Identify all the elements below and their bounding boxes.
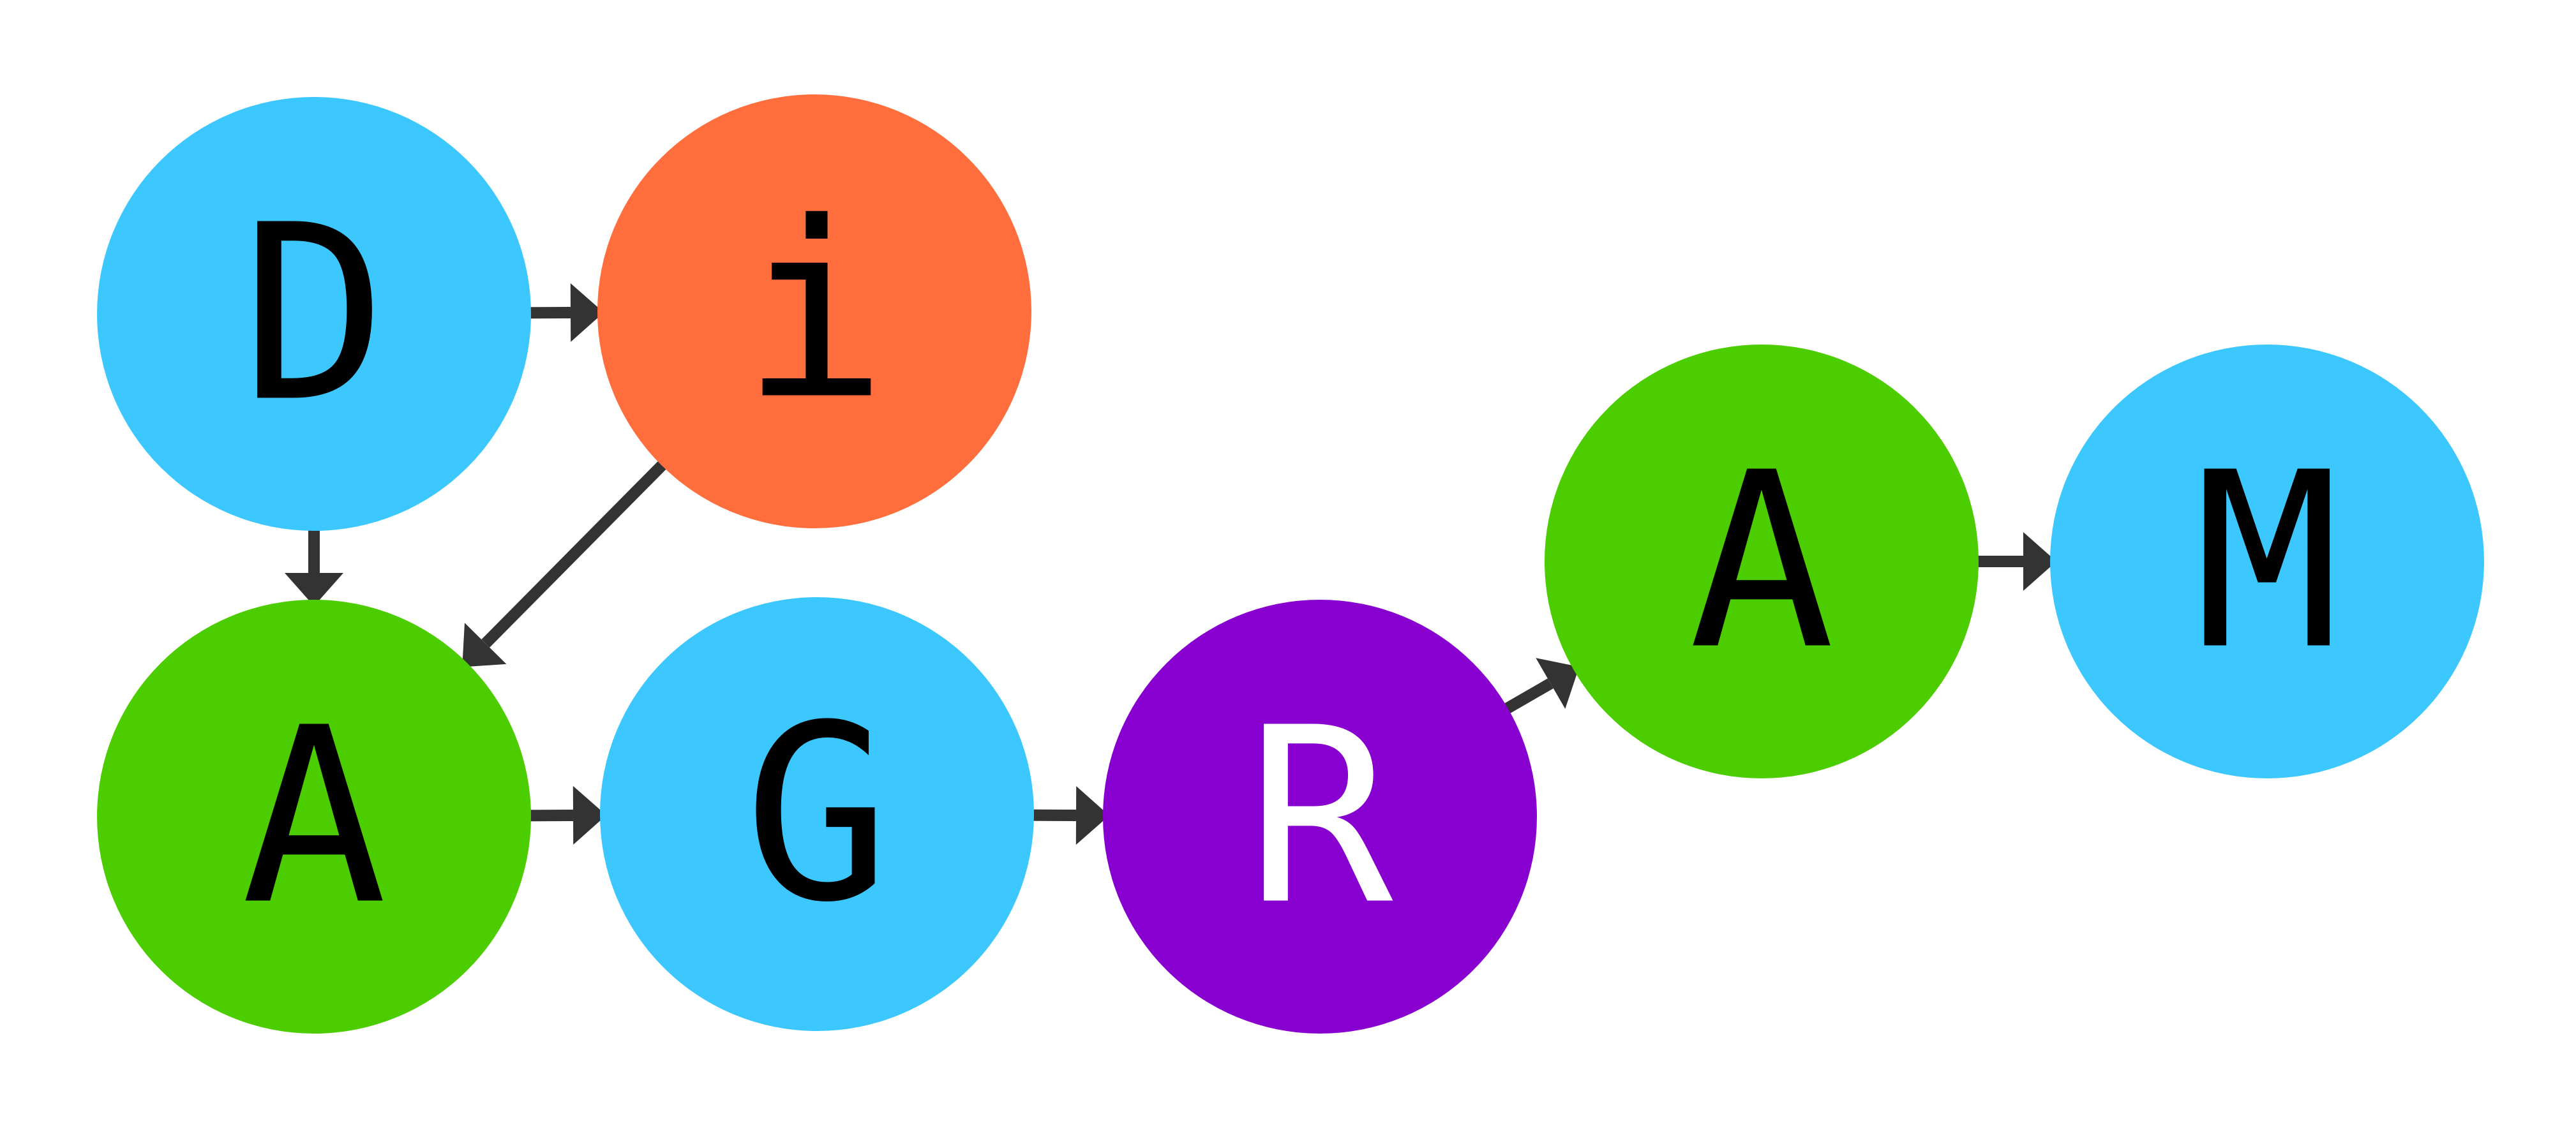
node-label: i [742,170,888,453]
node-n6: A [1545,345,1979,778]
edge-n3-n4 [524,785,606,845]
edge-line [481,457,671,648]
arrowhead [1536,658,1580,709]
node-circle [1545,345,1979,778]
node-n3: A [97,600,531,1034]
node-label: A [1689,420,1835,703]
node-n1: D [97,97,531,531]
edge-n5-n6 [1499,658,1580,716]
arrowhead [573,785,606,845]
arrowhead [2023,532,2056,591]
node-circle [97,97,531,531]
node-label: A [241,676,387,958]
node-circle [2050,345,2484,778]
node-label: R [1247,676,1395,958]
edge-line [1499,678,1554,716]
edge-n1-n3 [285,524,343,606]
edge-n4-n5 [1027,786,1109,845]
arrowhead [570,283,604,342]
node-n5: R [1103,600,1537,1034]
edge-n6-n7 [1972,532,2056,591]
node-label: D [241,173,387,456]
node-circle [1103,600,1537,1034]
edges-layer [285,283,2056,845]
arrowhead [462,623,507,667]
arrowhead [1075,786,1109,845]
node-n7: M [2050,345,2484,778]
node-circle [600,597,1034,1031]
node-n4: G [600,597,1034,1031]
node-n2: i [597,94,1031,528]
edge-n2-n3 [462,457,671,667]
node-label: G [744,673,890,956]
node-circle [597,94,1031,528]
node-circle [97,600,531,1034]
edge-n1-n2 [524,283,604,342]
node-label: M [2194,420,2340,703]
arrowhead [285,573,343,606]
